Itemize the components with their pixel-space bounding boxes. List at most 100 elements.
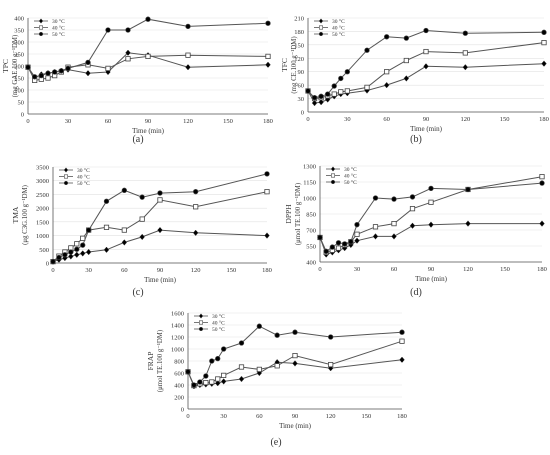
- panel-b-series-3-point: [541, 29, 547, 35]
- panel-c-ylabel-top: TMA: [11, 206, 20, 223]
- panel-e-series-2-point: [399, 338, 405, 344]
- panel-e-series-2-point: [203, 379, 209, 386]
- panel-d-ytick-label: 1150: [303, 180, 316, 187]
- panel-d-xtick-label: 0: [318, 266, 321, 273]
- panel-c-xtick-label: 30: [85, 267, 92, 274]
- panel-d-xtick-label: 120: [463, 266, 473, 273]
- panel-b-series-3-point: [344, 69, 350, 75]
- panel-b-legend-label: 50 °C: [332, 31, 345, 38]
- panel-b-series-2-point: [344, 88, 350, 94]
- panel-c-xtick-label: 90: [157, 267, 164, 274]
- panel-c-series-2-point: [193, 204, 199, 210]
- panel-e-series-2-point: [238, 364, 245, 370]
- panel-e-series-1-point: [238, 375, 245, 383]
- panel-b-xtick-label: 30: [344, 116, 351, 123]
- panel-e-legend-label: 50 °C: [212, 326, 225, 333]
- panel-a-xtick-label: 0: [26, 118, 29, 125]
- panel-d-series-1-point: [354, 237, 360, 244]
- panel-a-xtick-label: 90: [145, 118, 152, 125]
- panel-d-series-1-point: [409, 222, 416, 229]
- panel-a-legend-marker: [38, 18, 44, 24]
- panel-e-xtick-label: 180: [397, 413, 407, 420]
- panel-a-series-3-point: [25, 64, 31, 70]
- panel-d-xtick-label: 90: [428, 266, 435, 273]
- panel-d-series-3-point: [354, 222, 360, 228]
- panel-d-series-3-point: [465, 186, 471, 193]
- panel-e-series-1-point: [399, 356, 405, 363]
- panel-c-series-3-point: [86, 227, 92, 233]
- panel-a-ylabel-bottom: (mg GAE.100 g⁻¹DM): [12, 35, 19, 97]
- panel-c-series-1-point: [139, 233, 145, 241]
- panel-b-series-3-point: [311, 95, 318, 101]
- panel-a-series-3-point: [52, 69, 58, 75]
- panel-a-ytick-label: 0: [21, 112, 24, 119]
- panel-c-ytick-label: 3000: [36, 178, 49, 185]
- panel-a: TPC (mg GAE.100 g⁻¹DM) Time (min) (a) 0 5…: [1, 16, 273, 146]
- panel-d-legend-marker: [330, 173, 335, 178]
- panel-b-ytick-label: 150: [294, 42, 304, 49]
- panel-d-series-3-point: [428, 185, 434, 192]
- panel-e-xtick-label: 60: [256, 413, 263, 420]
- panel-d-label: (d): [410, 287, 422, 298]
- panel-b-ylabel-top: TFC: [280, 58, 289, 72]
- panel-e-xtick-label: 90: [292, 413, 299, 420]
- panel-e-ytick-label: 200: [174, 395, 184, 402]
- panel-b-ytick-label: 120: [294, 56, 304, 63]
- panel-b-series-1-point: [318, 98, 324, 106]
- panel-c-series-3-point: [193, 189, 199, 195]
- panel-c-series-3-point: [68, 249, 74, 255]
- panel-b-series-3-point: [364, 47, 370, 53]
- panel-a-label: (a): [132, 134, 143, 145]
- panel-b-series-1-point: [403, 75, 410, 82]
- panel-e-xtick-label: 150: [361, 413, 371, 420]
- panel-e-series-3-point: [191, 382, 197, 388]
- panel-a-series-3-point: [265, 20, 271, 26]
- panel-b-series-2-point: [541, 40, 547, 46]
- panel-c-series-2-point: [157, 197, 163, 203]
- panel-b-series-3-point: [403, 35, 409, 41]
- panel-e-ytick-label: 1200: [171, 335, 184, 342]
- panel-e-legend-marker: [199, 320, 204, 325]
- panel-e-series-2-point: [209, 379, 215, 385]
- panel-b-series-3-point: [338, 75, 344, 82]
- panel-a-series-3-point: [58, 68, 64, 74]
- panel-d-xtick-label: 150: [500, 266, 510, 273]
- panel-b-series-2-point: [338, 89, 344, 95]
- panel-c: TMA (μg C3G.100 g⁻¹DM) Time (min) (c) 0 5…: [11, 165, 272, 299]
- panel-c-series-1-point: [121, 239, 128, 246]
- panel-d-xlabel: Time (min): [415, 275, 447, 283]
- panel-a-legend-marker: [38, 25, 43, 30]
- panel-c-label: (c): [132, 287, 143, 298]
- panel-c-series-1-point: [264, 232, 270, 239]
- panel-a-ytick-label: 100: [14, 88, 24, 95]
- panel-a-xlabel: Time (min): [132, 127, 164, 135]
- panel-a-xtick-label: 60: [105, 118, 112, 125]
- panel-d-ytick-label: 850: [306, 212, 316, 219]
- panel-a-series-3-point: [105, 27, 111, 33]
- panel-c-series-3-point: [56, 254, 62, 261]
- panel-e-ytick-label: 600: [174, 371, 184, 378]
- panel-c-xtick-label: 120: [191, 267, 201, 274]
- panel-e-legend-label: 30 °C: [212, 313, 225, 320]
- panel-b-series-1-point: [423, 63, 429, 70]
- panel-a-legend-marker: [38, 31, 44, 37]
- panel-e-xtick-label: 120: [326, 413, 336, 420]
- panel-c-series-1-point: [85, 248, 92, 256]
- panel-d-ytick-label: 700: [306, 228, 316, 235]
- panel-e-series-3-point: [328, 334, 334, 340]
- panel-a-xtick-label: 30: [65, 118, 72, 125]
- panel-c-series-3-point: [121, 187, 127, 193]
- panel-e-series-2-point: [328, 361, 334, 368]
- panel-e-xtick-label: 0: [186, 413, 189, 420]
- panel-b-series-2-point: [423, 48, 429, 55]
- panel-b-ytick-label: 210: [294, 16, 304, 23]
- panel-d: DPPH (μmol TE.100 g⁻¹DM) Time (min) (d) …: [284, 164, 547, 299]
- panel-b-series-1-point: [462, 64, 469, 71]
- panel-e-series-3-point: [256, 323, 262, 329]
- panel-b-xtick-label: 90: [423, 116, 430, 123]
- panel-e-legend-label: 40 °C: [212, 320, 225, 327]
- panel-d-legend-marker: [330, 179, 336, 185]
- panel-b-series-3-point: [325, 91, 331, 97]
- panel-a-series-3-point: [45, 70, 51, 76]
